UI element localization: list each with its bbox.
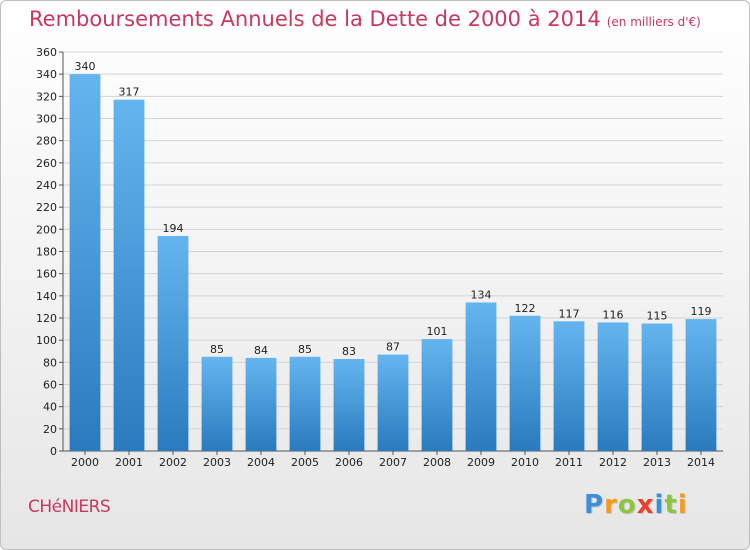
x-tick-label: 2009 (467, 456, 495, 469)
y-tick-label: 220 (36, 201, 57, 214)
y-tick-label: 60 (43, 379, 57, 392)
data-label-2001: 317 (119, 86, 140, 99)
x-tick-label: 2002 (159, 456, 187, 469)
logo-letter: r (604, 490, 618, 520)
bars (69, 74, 717, 452)
y-tick-label: 340 (36, 68, 57, 81)
data-label-2011: 117 (559, 307, 580, 320)
bar-2007 (377, 354, 409, 451)
bar-2006 (333, 359, 365, 451)
data-label-2004: 84 (254, 344, 268, 357)
y-tick-label: 300 (36, 113, 57, 126)
data-label-2012: 116 (603, 308, 624, 321)
title-text: Remboursements Annuels de la Dette de 20… (29, 7, 601, 31)
data-labels: 340 317 194 85 84 85 83 87 101 134 122 117 116 115 119 (75, 60, 712, 358)
subtitle-text: (en milliers d'€) (606, 15, 701, 29)
y-tick-label: 260 (36, 157, 57, 170)
y-tick-label: 160 (36, 268, 57, 281)
x-tick-label: 2003 (203, 456, 231, 469)
logo-letter: x (636, 490, 655, 520)
y-tick-label: 0 (50, 445, 57, 458)
data-label-2009: 134 (471, 288, 492, 301)
y-tick-label: 360 (36, 46, 57, 59)
y-tick-label: 280 (36, 135, 57, 148)
logo-letter: i (654, 490, 665, 520)
x-tick-label: 2011 (555, 456, 583, 469)
bar-2012 (597, 322, 629, 451)
data-label-2007: 87 (386, 341, 400, 354)
data-label-2008: 101 (427, 325, 448, 338)
y-tick-label: 180 (36, 246, 57, 259)
x-tick-label: 2008 (423, 456, 451, 469)
y-tick-label: 320 (36, 90, 57, 103)
bar-2005 (289, 356, 321, 451)
y-tick-label: 240 (36, 179, 57, 192)
logo-letter: o (617, 490, 637, 520)
data-label-2010: 122 (515, 302, 536, 315)
x-axis-ticks: 2000 2001 2002 2003 2004 2005 2006 2007 2008 2009… (71, 451, 715, 469)
data-label-2006: 83 (342, 345, 356, 358)
data-label-2000: 340 (75, 60, 96, 73)
bar-2001 (113, 99, 145, 452)
y-tick-label: 140 (36, 290, 57, 303)
x-tick-label: 2012 (599, 456, 627, 469)
y-axis-ticks: 0 20 40 60 80 100 120 140 160 180 200 220 240 260 280 3… (36, 46, 63, 458)
data-label-2014: 119 (691, 305, 712, 318)
data-label-2005: 85 (298, 343, 312, 356)
bar-2009 (465, 302, 497, 451)
chart-title: Remboursements Annuels de la Dette de 20… (29, 7, 701, 31)
y-tick-label: 80 (43, 356, 57, 369)
bar-2013 (641, 323, 673, 451)
y-tick-label: 20 (43, 423, 57, 436)
y-tick-label: 100 (36, 334, 57, 347)
commune-name: CHéNIERS (28, 497, 111, 517)
y-tick-label: 40 (43, 401, 57, 414)
bar-2002 (157, 235, 189, 451)
x-tick-label: 2013 (643, 456, 671, 469)
bar-2010 (509, 315, 541, 451)
proxiti-logo: Proxiti (584, 490, 688, 520)
x-tick-label: 2001 (115, 456, 143, 469)
bar-2008 (421, 339, 453, 451)
data-label-2002: 194 (163, 222, 184, 235)
logo-letter: i (677, 490, 688, 520)
bar-2014 (685, 319, 717, 451)
x-tick-label: 2006 (335, 456, 363, 469)
x-tick-label: 2005 (291, 456, 319, 469)
x-tick-label: 2014 (687, 456, 715, 469)
data-label-2003: 85 (210, 343, 224, 356)
logo-letter: P (584, 490, 605, 520)
bar-2003 (201, 356, 233, 451)
x-tick-label: 2004 (247, 456, 275, 469)
x-tick-label: 2007 (379, 456, 407, 469)
bar-2011 (553, 321, 585, 451)
x-tick-label: 2010 (511, 456, 539, 469)
data-label-2013: 115 (647, 310, 668, 323)
x-tick-label: 2000 (71, 456, 99, 469)
y-tick-label: 120 (36, 312, 57, 325)
bar-2004 (245, 357, 277, 451)
y-tick-label: 200 (36, 223, 57, 236)
logo-letter: t (664, 490, 678, 520)
bar-2000 (69, 74, 101, 452)
